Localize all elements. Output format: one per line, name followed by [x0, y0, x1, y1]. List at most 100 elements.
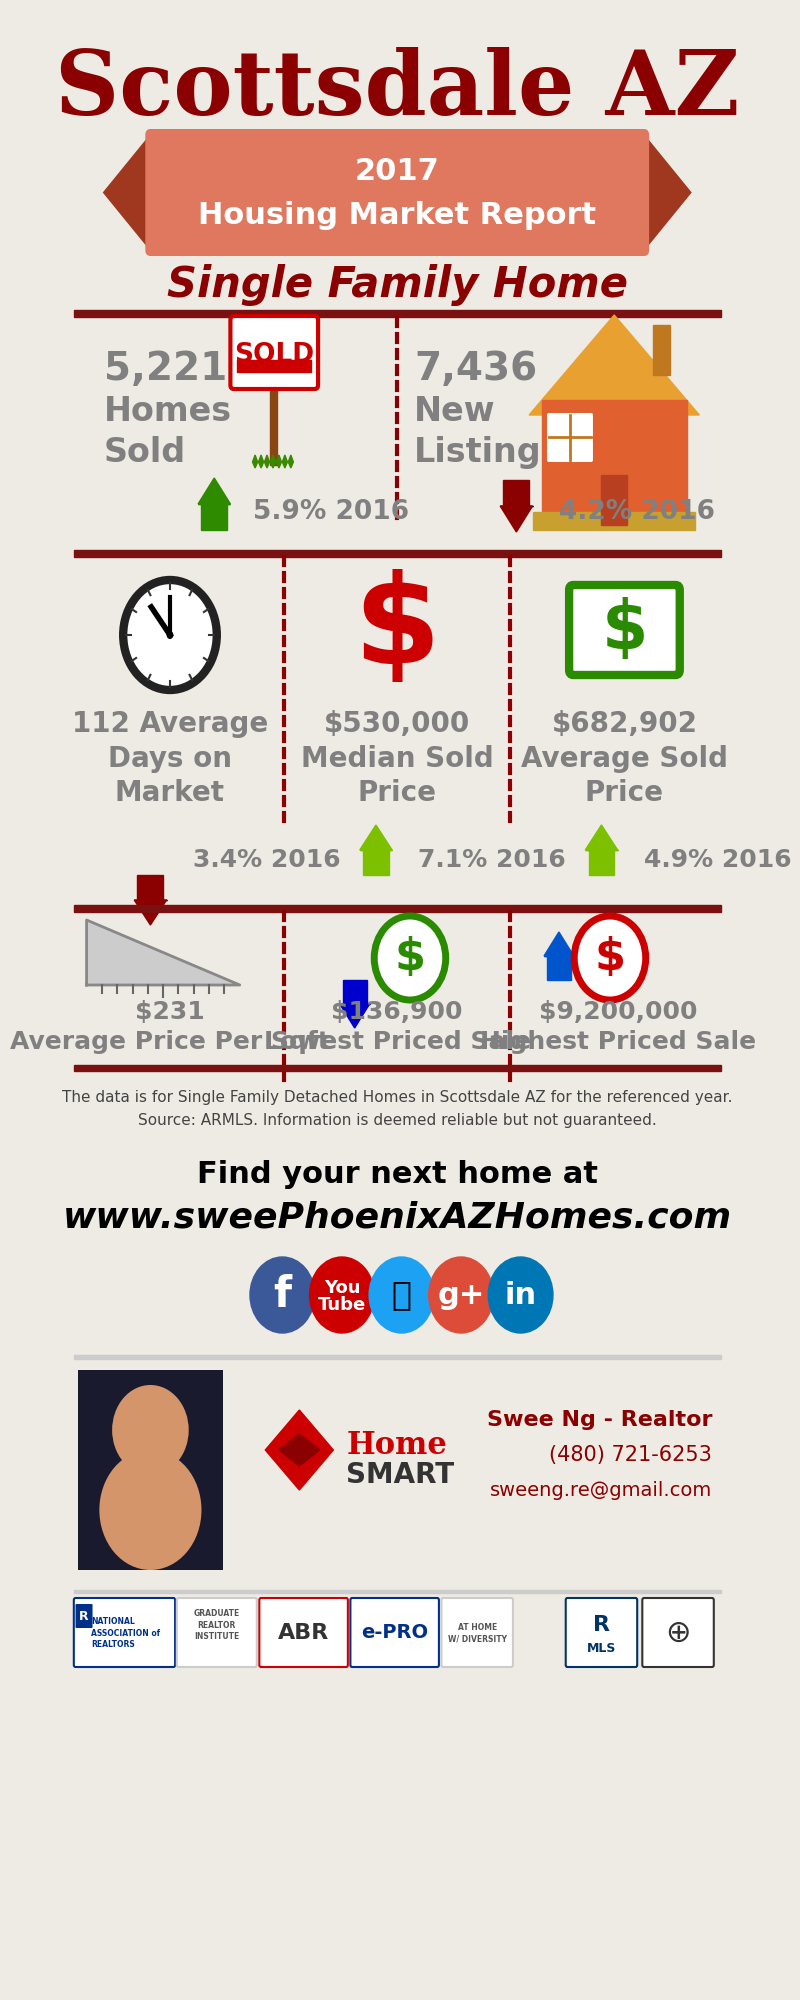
- Polygon shape: [282, 456, 287, 468]
- Polygon shape: [104, 136, 150, 250]
- Polygon shape: [360, 824, 392, 850]
- FancyBboxPatch shape: [230, 316, 318, 388]
- Polygon shape: [270, 456, 275, 468]
- Text: GRADUATE
REALTOR
INSTITUTE: GRADUATE REALTOR INSTITUTE: [194, 1608, 240, 1642]
- Bar: [74, 550, 721, 556]
- Circle shape: [488, 1258, 553, 1332]
- Circle shape: [250, 1258, 314, 1332]
- Polygon shape: [258, 456, 264, 468]
- Text: 5,221: 5,221: [104, 350, 227, 388]
- Polygon shape: [265, 456, 270, 468]
- Polygon shape: [544, 956, 574, 980]
- Text: R: R: [593, 1616, 610, 1636]
- Text: $682,902
Average Sold
Price: $682,902 Average Sold Price: [521, 710, 728, 808]
- Text: 4.9% 2016: 4.9% 2016: [644, 848, 792, 872]
- Circle shape: [574, 916, 646, 1000]
- Text: f: f: [274, 1274, 291, 1316]
- Text: Single Family Home: Single Family Home: [166, 264, 628, 306]
- Text: www.sweePhoenixAZHomes.com: www.sweePhoenixAZHomes.com: [62, 1200, 732, 1234]
- Text: Tube: Tube: [318, 1296, 366, 1314]
- Text: $9,200,000
Highest Priced Sale: $9,200,000 Highest Priced Sale: [481, 1000, 757, 1054]
- Polygon shape: [288, 456, 294, 468]
- Text: 4.2% 2016: 4.2% 2016: [559, 498, 715, 524]
- Text: 2017: 2017: [355, 158, 439, 186]
- FancyBboxPatch shape: [75, 1604, 93, 1628]
- Bar: [74, 1064, 721, 1072]
- FancyBboxPatch shape: [642, 1598, 714, 1668]
- FancyBboxPatch shape: [74, 1598, 175, 1668]
- Text: 7,436: 7,436: [414, 350, 538, 388]
- Bar: [534, 512, 695, 530]
- Text: Swee Ng - Realtor: Swee Ng - Realtor: [486, 1410, 712, 1430]
- Text: sweeng.re@gmail.com: sweeng.re@gmail.com: [490, 1480, 712, 1500]
- Circle shape: [112, 1384, 189, 1476]
- Circle shape: [166, 632, 174, 640]
- Text: SMART: SMART: [346, 1460, 454, 1488]
- Polygon shape: [276, 456, 282, 468]
- Polygon shape: [340, 980, 370, 1004]
- Text: SOLD: SOLD: [234, 342, 314, 368]
- Text: $231
Average Price Per Sqft: $231 Average Price Per Sqft: [10, 1000, 330, 1054]
- Text: Find your next home at: Find your next home at: [197, 1160, 598, 1188]
- Polygon shape: [529, 314, 699, 416]
- Polygon shape: [360, 850, 392, 876]
- Polygon shape: [86, 920, 240, 984]
- Circle shape: [310, 1258, 374, 1332]
- Text: 7.1% 2016: 7.1% 2016: [418, 848, 566, 872]
- Bar: [78, 1370, 222, 1570]
- Text: ⊕: ⊕: [666, 1618, 691, 1648]
- FancyBboxPatch shape: [259, 1598, 348, 1668]
- Text: Home: Home: [346, 1430, 447, 1460]
- Text: MLS: MLS: [586, 1642, 616, 1654]
- Text: You: You: [324, 1280, 360, 1296]
- Text: New
Listing: New Listing: [414, 396, 542, 468]
- Text: 5.9% 2016: 5.9% 2016: [253, 498, 409, 524]
- Bar: [74, 310, 721, 316]
- Text: $530,000
Median Sold
Price: $530,000 Median Sold Price: [301, 710, 494, 808]
- Polygon shape: [586, 824, 618, 850]
- Polygon shape: [253, 456, 258, 468]
- Bar: [653, 324, 670, 376]
- Polygon shape: [134, 876, 166, 900]
- FancyBboxPatch shape: [547, 414, 593, 462]
- FancyBboxPatch shape: [350, 1598, 439, 1668]
- Polygon shape: [266, 1410, 334, 1490]
- Text: AT HOME
W/ DIVERSITY: AT HOME W/ DIVERSITY: [448, 1622, 506, 1644]
- Bar: [74, 1356, 721, 1360]
- Circle shape: [369, 1258, 434, 1332]
- Polygon shape: [644, 136, 691, 250]
- Polygon shape: [340, 1004, 370, 1028]
- Circle shape: [429, 1258, 494, 1332]
- Text: g+: g+: [438, 1280, 485, 1310]
- Text: NATIONAL
ASSOCIATION of
REALTORS: NATIONAL ASSOCIATION of REALTORS: [91, 1616, 160, 1650]
- Bar: [602, 474, 627, 524]
- Text: 112 Average
Days on
Market: 112 Average Days on Market: [72, 710, 268, 808]
- Polygon shape: [198, 504, 230, 530]
- Polygon shape: [586, 850, 618, 876]
- Circle shape: [99, 1450, 202, 1570]
- Text: $: $: [354, 570, 441, 690]
- Bar: [542, 400, 686, 524]
- Text: The data is for Single Family Detached Homes in Scottsdale AZ for the referenced: The data is for Single Family Detached H…: [62, 1090, 733, 1128]
- Text: $: $: [394, 936, 426, 980]
- Polygon shape: [500, 480, 533, 506]
- Text: 3.4% 2016: 3.4% 2016: [193, 848, 341, 872]
- Polygon shape: [134, 900, 166, 924]
- Polygon shape: [500, 506, 533, 532]
- Text: Scottsdale AZ: Scottsdale AZ: [55, 46, 739, 134]
- Circle shape: [374, 916, 446, 1000]
- Text: $136,900
Lowest Priced Sale: $136,900 Lowest Priced Sale: [264, 1000, 530, 1054]
- FancyBboxPatch shape: [566, 1598, 638, 1668]
- Polygon shape: [198, 478, 230, 504]
- Text: Homes
Sold: Homes Sold: [104, 396, 232, 468]
- Text: $: $: [594, 936, 626, 980]
- Text: R: R: [79, 1610, 89, 1622]
- Bar: [270, 360, 278, 464]
- Polygon shape: [544, 932, 574, 956]
- Text: in: in: [505, 1280, 537, 1310]
- Text: $: $: [602, 596, 648, 664]
- Text: (480) 721-6253: (480) 721-6253: [550, 1444, 712, 1464]
- Circle shape: [123, 580, 217, 690]
- FancyBboxPatch shape: [177, 1598, 257, 1668]
- FancyBboxPatch shape: [146, 128, 649, 256]
